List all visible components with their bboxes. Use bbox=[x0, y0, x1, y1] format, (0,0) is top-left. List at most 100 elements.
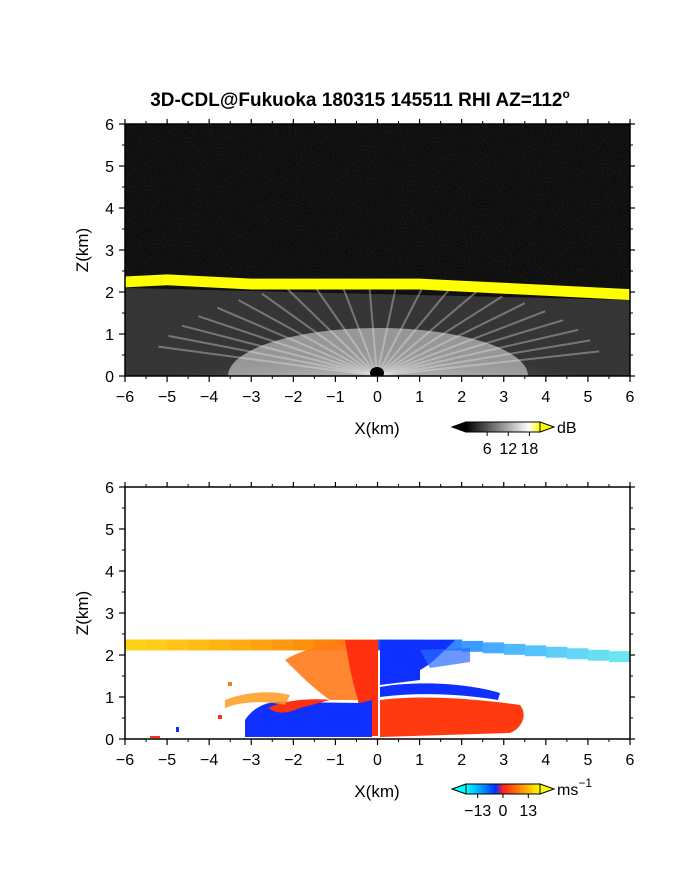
cloud-base-segment bbox=[503, 643, 526, 655]
radial-streak bbox=[216, 306, 378, 376]
radial-streak bbox=[376, 319, 564, 376]
radial-streak bbox=[376, 302, 526, 376]
radial-streak bbox=[340, 281, 378, 376]
colorbar-body bbox=[465, 421, 541, 433]
y-tick-label: 4 bbox=[105, 201, 114, 218]
velocity-colorbar: ms−1 −13 0 13 bbox=[450, 776, 592, 820]
downdraft-fringe bbox=[420, 648, 470, 668]
speckle-4 bbox=[150, 736, 160, 738]
cloud-base-band bbox=[125, 274, 630, 300]
radial-streak bbox=[368, 281, 378, 376]
colorbar-tick-label: 13 bbox=[519, 803, 537, 820]
x-tick-label: −3 bbox=[242, 752, 260, 769]
velocity-heatmap bbox=[125, 487, 630, 739]
reflectivity-axis-ticks: −6 −5 −4 −3 −2 −1 0 1 2 3 4 5 6 0 1 2 3 4 5 6 bbox=[105, 117, 635, 406]
radar-site bbox=[370, 367, 384, 376]
lower-right-red bbox=[380, 697, 524, 737]
radial-streak bbox=[376, 285, 453, 376]
cloud-base-segment bbox=[230, 639, 252, 651]
x-tick-label: −1 bbox=[326, 752, 344, 769]
y-tick-label: 3 bbox=[105, 606, 114, 623]
y-tick-label: 4 bbox=[105, 564, 114, 581]
colorbar-body bbox=[465, 783, 541, 795]
x-tick-label: −2 bbox=[284, 752, 302, 769]
colorbar-unit: dB bbox=[557, 420, 577, 437]
x-tick-label: −6 bbox=[116, 752, 134, 769]
x-tick-label: −1 bbox=[326, 389, 344, 406]
radial-streak bbox=[376, 310, 546, 376]
x-tick-label: 1 bbox=[415, 752, 424, 769]
y-tick-label: 6 bbox=[105, 117, 114, 134]
boundary-layer-core bbox=[228, 328, 528, 376]
colorbar-unit: ms−1 bbox=[557, 776, 592, 799]
x-tick-label: 5 bbox=[583, 752, 592, 769]
radial-streak bbox=[238, 299, 378, 376]
velocity-panel: −6 −5 −4 −3 −2 −1 0 1 2 3 4 5 6 0 1 2 3 4 5 6 X(km) Z(km) m… bbox=[73, 480, 635, 820]
cloud-base-segment bbox=[125, 639, 147, 651]
cloud-base-segment bbox=[524, 645, 547, 657]
cloud-base-segment bbox=[146, 639, 168, 651]
y-tick-label: 0 bbox=[105, 369, 114, 386]
cloud-base-segment bbox=[188, 639, 210, 651]
colorbar-tick-label: 18 bbox=[521, 441, 539, 458]
colorbar-right-triangle bbox=[539, 421, 556, 433]
colorbar-ticks: 6 12 18 bbox=[483, 432, 539, 458]
cloud-base-segment bbox=[609, 651, 630, 663]
y-tick-label: 5 bbox=[105, 159, 114, 176]
x-tick-label: −3 bbox=[242, 389, 260, 406]
cloud-base-segment bbox=[314, 639, 336, 651]
colorbar-tick-label: 0 bbox=[499, 803, 508, 820]
speckle-3 bbox=[176, 727, 179, 732]
y-tick-label: 0 bbox=[105, 732, 114, 749]
lower-right-blue-band bbox=[380, 683, 500, 700]
reflectivity-colorbar: dB 6 12 18 bbox=[450, 420, 577, 458]
x-tick-label: −5 bbox=[158, 389, 176, 406]
x-tick-label: 2 bbox=[457, 752, 466, 769]
y-tick-label: 5 bbox=[105, 522, 114, 539]
radial-streak bbox=[168, 334, 378, 376]
colorbar-tick-label: −13 bbox=[464, 803, 491, 820]
radial-streak bbox=[181, 324, 378, 376]
radial-streak bbox=[376, 281, 398, 376]
y-tick-label: 2 bbox=[105, 285, 114, 302]
x-tick-label: 4 bbox=[541, 389, 550, 406]
cloud-base-segment bbox=[482, 642, 505, 654]
cloud-base-segment bbox=[293, 639, 315, 651]
radial-streak bbox=[286, 287, 378, 376]
colorbar-left-triangle bbox=[450, 783, 467, 795]
cloud-base-segment bbox=[251, 639, 273, 651]
x-tick-label: −6 bbox=[116, 389, 134, 406]
left-orange-cloud bbox=[225, 692, 290, 708]
colorbar-left-triangle bbox=[450, 421, 467, 433]
radial-streak bbox=[158, 345, 378, 376]
x-tick-label: −5 bbox=[158, 752, 176, 769]
y-tick-label: 6 bbox=[105, 480, 114, 497]
colorbar-tick-label: 6 bbox=[483, 441, 492, 458]
cloud-base-segment bbox=[587, 649, 610, 661]
speckle-2 bbox=[218, 715, 222, 719]
x-tick-label: −4 bbox=[200, 389, 218, 406]
velocity-xlabel: X(km) bbox=[354, 782, 399, 801]
cloud-base-segment bbox=[461, 640, 484, 652]
y-tick-label: 1 bbox=[105, 327, 114, 344]
x-tick-label: 6 bbox=[626, 752, 635, 769]
radial-streak bbox=[376, 282, 426, 376]
radial-streak bbox=[376, 328, 579, 376]
cloud-base-segment bbox=[440, 639, 463, 651]
colorbar-ticks: −13 0 13 bbox=[464, 794, 537, 820]
radial-streak bbox=[261, 292, 378, 376]
x-tick-label: 4 bbox=[541, 752, 550, 769]
cloud-base-segment bbox=[209, 639, 231, 651]
cloud-base-segment bbox=[545, 646, 568, 658]
radial-streak bbox=[376, 289, 479, 376]
x-tick-label: 0 bbox=[373, 389, 382, 406]
cloud-base-segment bbox=[566, 648, 589, 660]
cloud-base-segment bbox=[272, 639, 294, 651]
reflectivity-ylabel: Z(km) bbox=[73, 228, 92, 272]
radial-streaks bbox=[158, 281, 600, 376]
speckle-1 bbox=[228, 682, 232, 686]
figure-title: 3D-CDL@Fukuoka 180315 145511 RHI AZ=112o bbox=[150, 87, 570, 111]
reflectivity-heatmap bbox=[125, 124, 630, 376]
